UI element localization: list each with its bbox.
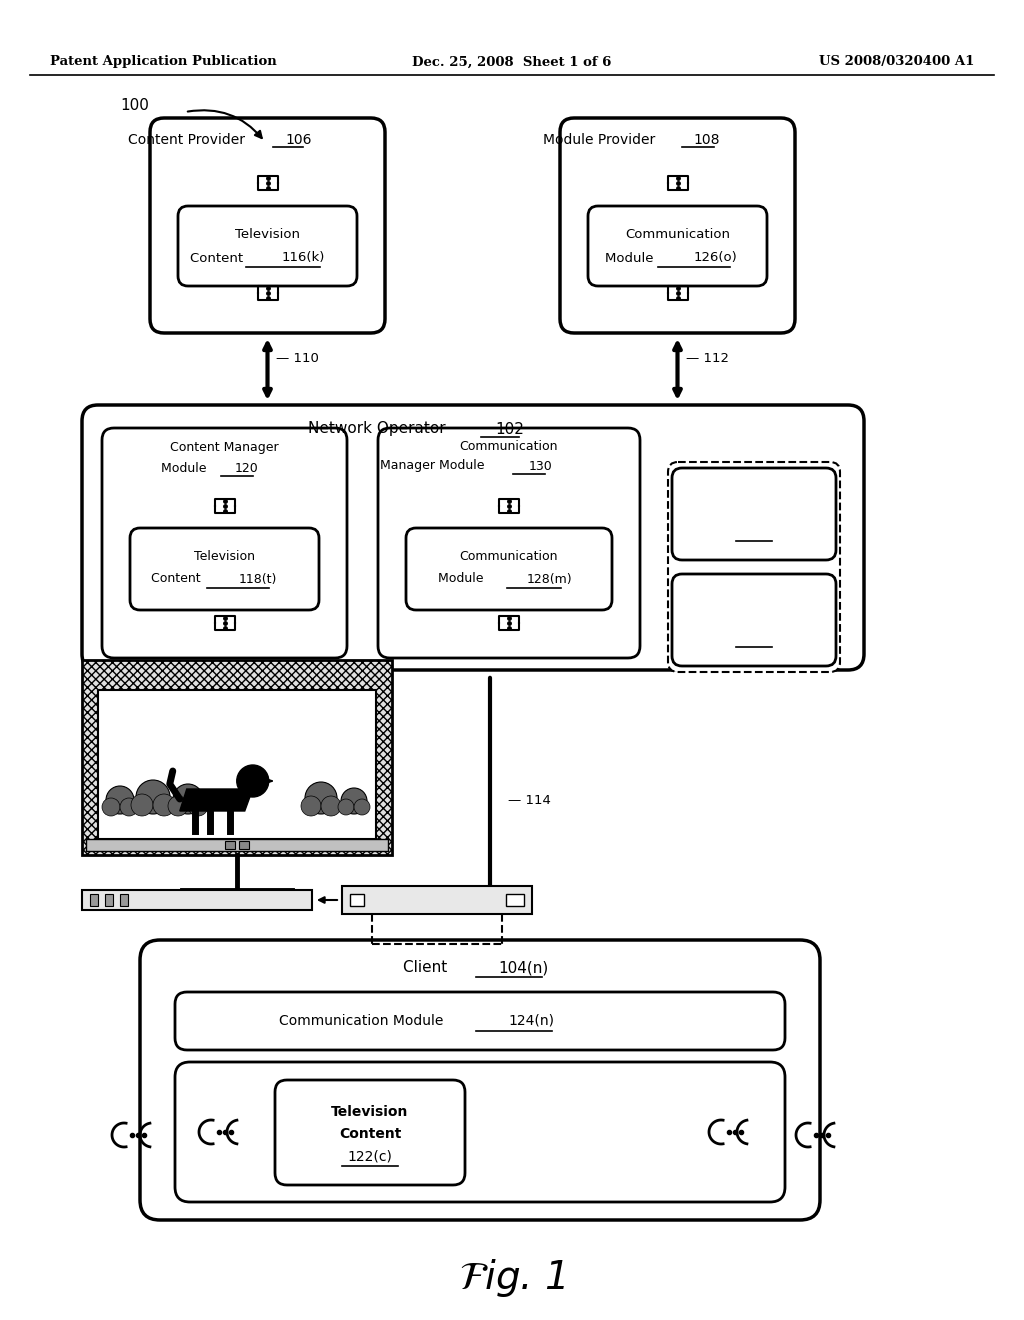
Polygon shape <box>261 777 272 785</box>
FancyBboxPatch shape <box>130 528 319 610</box>
Text: Client: Client <box>402 961 452 975</box>
Text: Communication Module: Communication Module <box>280 1014 449 1028</box>
Text: Dec. 25, 2008  Sheet 1 of 6: Dec. 25, 2008 Sheet 1 of 6 <box>413 55 611 69</box>
Text: 108: 108 <box>693 133 720 147</box>
FancyBboxPatch shape <box>275 1080 465 1185</box>
Text: Manager Module: Manager Module <box>381 459 489 473</box>
Text: Content: Content <box>339 1127 401 1142</box>
Text: Module: Module <box>605 252 657 264</box>
FancyBboxPatch shape <box>102 428 347 657</box>
FancyBboxPatch shape <box>225 841 234 849</box>
FancyBboxPatch shape <box>672 469 836 560</box>
FancyBboxPatch shape <box>175 1063 785 1203</box>
Circle shape <box>168 796 188 816</box>
FancyBboxPatch shape <box>120 894 128 906</box>
Circle shape <box>102 799 120 816</box>
FancyBboxPatch shape <box>342 886 532 913</box>
Text: String: String <box>735 590 773 602</box>
Text: 104(n): 104(n) <box>498 961 548 975</box>
Text: Content Provider: Content Provider <box>128 133 250 147</box>
Text: — 114: — 114 <box>508 793 551 807</box>
FancyBboxPatch shape <box>140 940 820 1220</box>
Text: 130: 130 <box>529 459 553 473</box>
Circle shape <box>338 799 354 814</box>
FancyBboxPatch shape <box>350 894 364 906</box>
Text: 126(o): 126(o) <box>693 252 737 264</box>
FancyBboxPatch shape <box>86 840 388 851</box>
Text: 134: 134 <box>742 632 766 645</box>
Circle shape <box>354 799 370 814</box>
Text: 120: 120 <box>234 462 258 474</box>
Polygon shape <box>180 789 253 810</box>
Text: Patent Application Publication: Patent Application Publication <box>50 55 276 69</box>
Circle shape <box>120 799 138 816</box>
FancyBboxPatch shape <box>560 117 795 333</box>
Text: Content: Content <box>151 573 209 586</box>
Circle shape <box>173 784 203 814</box>
Circle shape <box>321 796 341 816</box>
Text: Television: Television <box>194 550 255 564</box>
FancyBboxPatch shape <box>82 890 312 909</box>
Circle shape <box>237 766 268 797</box>
FancyBboxPatch shape <box>82 660 392 855</box>
Text: $\mathcal{F}$ig. 1: $\mathcal{F}$ig. 1 <box>459 1257 565 1299</box>
Text: US 2008/0320400 A1: US 2008/0320400 A1 <box>818 55 974 69</box>
Circle shape <box>106 785 134 814</box>
Text: 102: 102 <box>495 421 524 437</box>
Text: Communication: Communication <box>460 440 558 453</box>
FancyBboxPatch shape <box>672 574 836 667</box>
FancyBboxPatch shape <box>175 993 785 1049</box>
FancyBboxPatch shape <box>668 462 840 672</box>
Text: — 110: — 110 <box>275 351 318 364</box>
FancyBboxPatch shape <box>239 841 249 849</box>
Text: Communication: Communication <box>625 227 730 240</box>
Text: Document: Document <box>722 503 786 516</box>
FancyBboxPatch shape <box>105 894 113 906</box>
Text: 132: 132 <box>742 527 766 540</box>
Circle shape <box>305 781 337 814</box>
Text: Document: Document <box>722 610 786 623</box>
Text: 106: 106 <box>286 133 312 147</box>
FancyBboxPatch shape <box>98 690 376 840</box>
Text: 124(n): 124(n) <box>508 1014 554 1028</box>
Text: Menu: Menu <box>737 483 771 496</box>
Text: 128(m): 128(m) <box>527 573 572 586</box>
FancyBboxPatch shape <box>82 405 864 671</box>
Text: Module: Module <box>437 573 490 586</box>
Circle shape <box>341 788 367 814</box>
FancyBboxPatch shape <box>588 206 767 286</box>
Text: Television: Television <box>234 227 300 240</box>
Text: Module: Module <box>161 462 211 474</box>
Text: 122(c): 122(c) <box>347 1150 392 1163</box>
FancyBboxPatch shape <box>406 528 612 610</box>
FancyBboxPatch shape <box>178 206 357 286</box>
Text: 100: 100 <box>120 98 148 112</box>
Text: Communication: Communication <box>460 550 558 564</box>
Text: Content Manager: Content Manager <box>170 441 279 454</box>
Text: — 112: — 112 <box>685 351 728 364</box>
FancyBboxPatch shape <box>506 894 524 906</box>
Circle shape <box>188 796 208 816</box>
Text: 116(k): 116(k) <box>282 252 325 264</box>
Circle shape <box>301 796 321 816</box>
FancyBboxPatch shape <box>150 117 385 333</box>
FancyBboxPatch shape <box>90 894 98 906</box>
Circle shape <box>131 795 153 816</box>
Text: Content: Content <box>190 252 248 264</box>
Circle shape <box>153 795 175 816</box>
FancyBboxPatch shape <box>378 428 640 657</box>
Text: Module Provider: Module Provider <box>543 133 659 147</box>
Text: Network Operator: Network Operator <box>308 421 451 437</box>
Text: 118(t): 118(t) <box>239 573 276 586</box>
Text: Television: Television <box>332 1106 409 1119</box>
Circle shape <box>136 780 170 814</box>
